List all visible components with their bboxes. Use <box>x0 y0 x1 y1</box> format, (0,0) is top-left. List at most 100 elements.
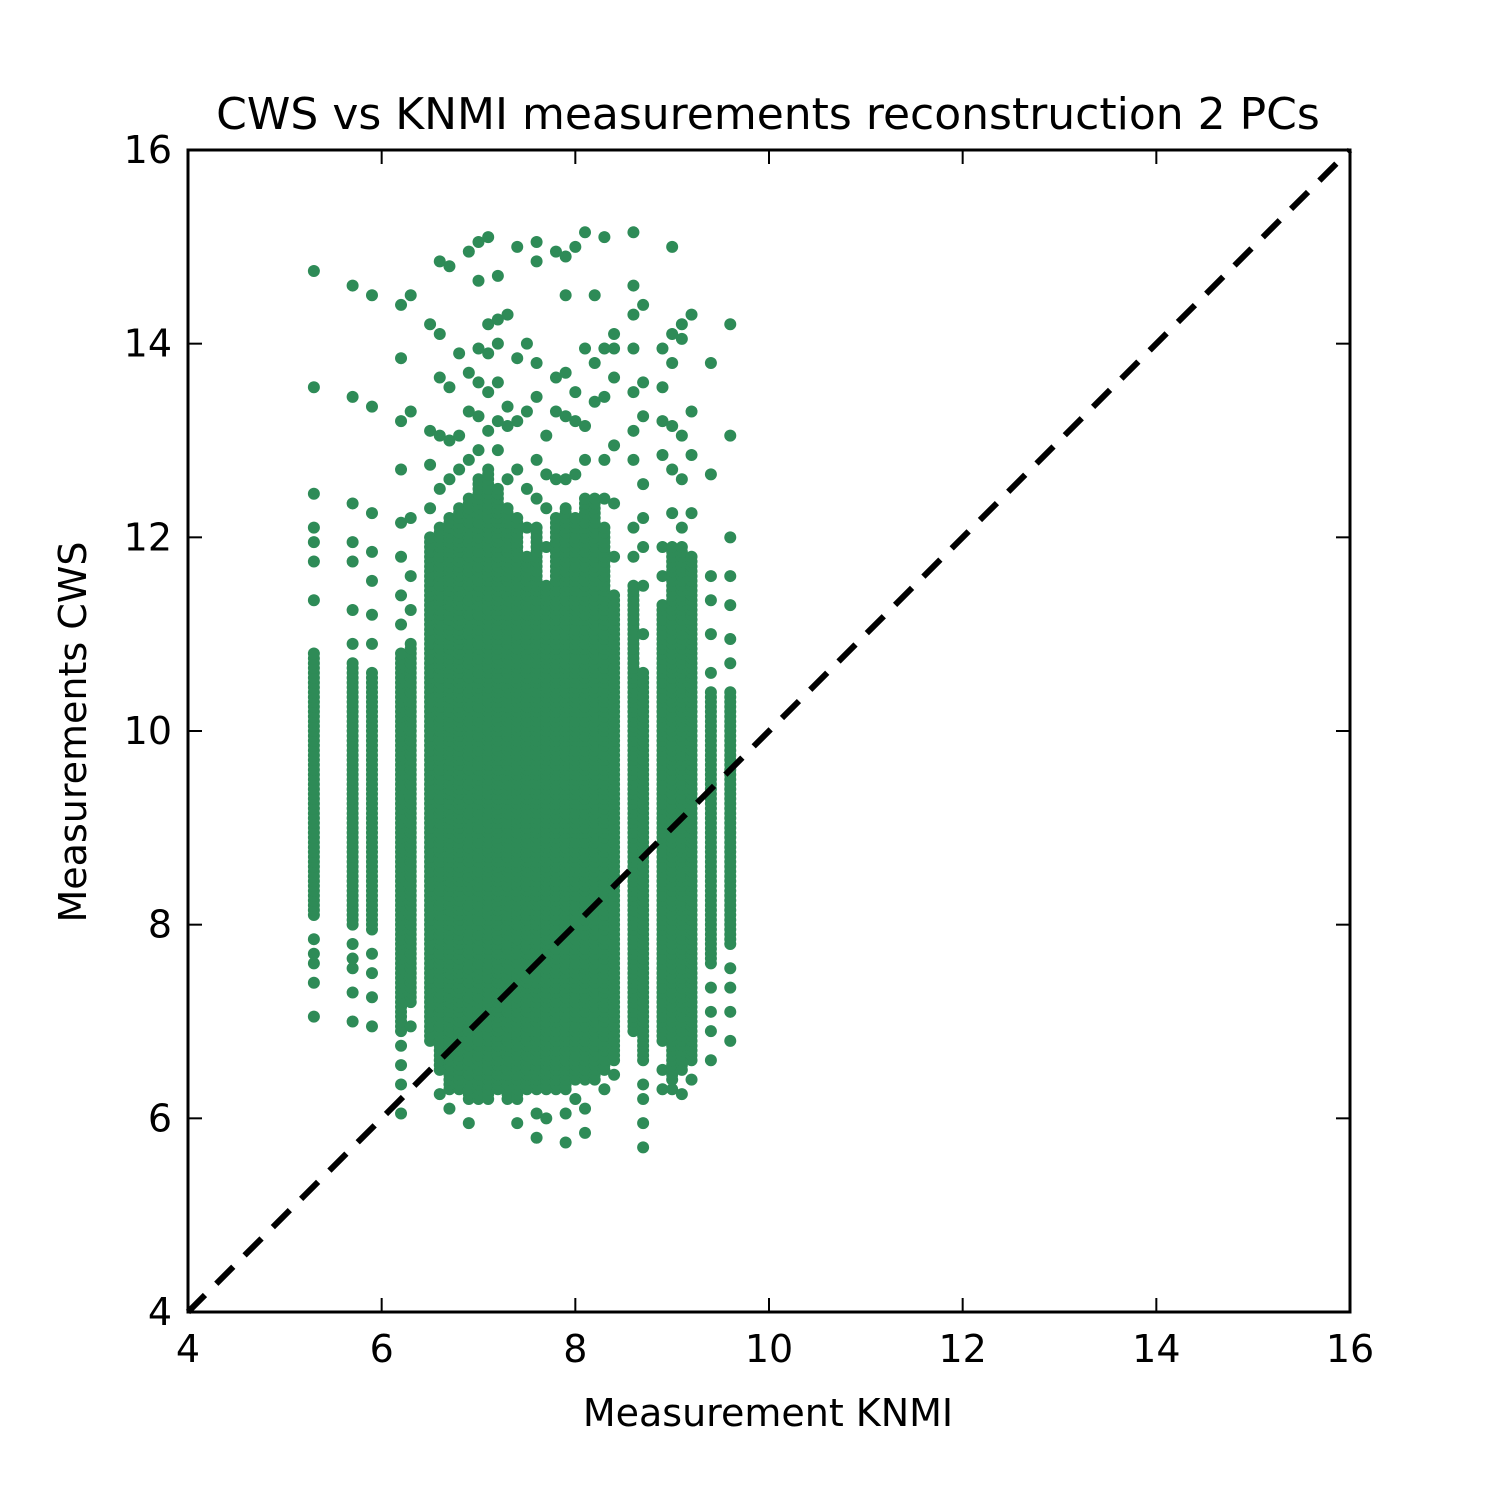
data-point <box>637 541 650 554</box>
data-point <box>462 405 475 418</box>
data-point <box>346 603 359 616</box>
data-point <box>472 274 485 287</box>
data-point <box>530 255 543 268</box>
data-point <box>637 298 650 311</box>
data-point <box>666 541 679 554</box>
data-point <box>685 550 698 563</box>
data-point <box>685 1073 698 1086</box>
data-point <box>608 589 621 602</box>
data-point <box>637 579 650 592</box>
data-point <box>530 235 543 248</box>
chart-title: CWS vs KNMI measurements reconstruction … <box>216 89 1320 140</box>
data-point <box>579 419 592 432</box>
y-axis-label: Measurements CWS <box>51 542 95 923</box>
data-point <box>395 589 408 602</box>
data-point <box>307 957 320 970</box>
data-point <box>704 468 717 481</box>
data-point <box>598 492 611 505</box>
data-point <box>549 511 562 524</box>
data-points <box>307 226 737 1154</box>
data-point <box>424 502 437 515</box>
data-point <box>627 386 640 399</box>
data-point <box>637 511 650 524</box>
data-point <box>559 502 572 515</box>
data-point <box>346 536 359 549</box>
data-point <box>472 410 485 423</box>
data-point <box>559 473 572 486</box>
data-point <box>443 511 456 524</box>
data-point <box>704 1025 717 1038</box>
data-point <box>588 492 601 505</box>
data-point <box>685 308 698 321</box>
data-point <box>608 342 621 355</box>
data-point <box>549 405 562 418</box>
y-tick-label: 10 <box>124 709 172 753</box>
data-point <box>656 599 669 612</box>
data-point <box>579 1126 592 1139</box>
data-point <box>637 628 650 641</box>
data-point <box>501 502 514 515</box>
data-point <box>656 381 669 394</box>
data-point <box>453 429 466 442</box>
data-point <box>395 1107 408 1120</box>
data-point <box>365 400 378 413</box>
data-point <box>598 231 611 244</box>
data-point <box>569 386 582 399</box>
data-point <box>579 492 592 505</box>
data-point <box>395 298 408 311</box>
data-point <box>598 390 611 403</box>
data-point <box>540 541 553 554</box>
data-point <box>491 482 504 495</box>
data-point <box>549 245 562 258</box>
data-point <box>530 521 543 534</box>
x-tick-label: 8 <box>563 1327 587 1371</box>
data-point <box>637 1117 650 1130</box>
data-point <box>482 463 495 476</box>
data-point <box>559 366 572 379</box>
data-point <box>365 545 378 558</box>
data-point <box>685 405 698 418</box>
data-point <box>501 400 514 413</box>
data-point <box>549 473 562 486</box>
data-point <box>365 574 378 587</box>
data-point <box>424 424 437 437</box>
data-point <box>675 1088 688 1101</box>
data-point <box>588 289 601 302</box>
data-point <box>724 318 737 331</box>
data-point <box>433 1088 446 1101</box>
data-point <box>395 463 408 476</box>
data-point <box>656 570 669 583</box>
data-point <box>569 1092 582 1105</box>
data-point <box>433 371 446 384</box>
data-point <box>395 1059 408 1072</box>
data-point <box>598 1083 611 1096</box>
data-point <box>656 415 669 428</box>
data-point <box>540 579 553 592</box>
y-tick-label: 8 <box>148 903 172 947</box>
data-point <box>346 390 359 403</box>
data-point <box>666 327 679 340</box>
data-point <box>365 1020 378 1033</box>
data-point <box>365 637 378 650</box>
data-point <box>511 352 524 365</box>
data-point <box>433 482 446 495</box>
data-point <box>608 497 621 510</box>
data-point <box>627 453 640 466</box>
data-point <box>520 482 533 495</box>
data-point <box>395 352 408 365</box>
data-point <box>462 366 475 379</box>
data-point <box>569 511 582 524</box>
data-point <box>656 541 669 554</box>
x-tick-label: 16 <box>1326 1327 1374 1371</box>
data-point <box>511 240 524 253</box>
reference-line <box>185 147 1353 1315</box>
data-point <box>491 376 504 389</box>
data-point <box>511 1117 524 1130</box>
data-point <box>395 1039 408 1052</box>
data-point <box>433 255 446 268</box>
data-point <box>404 603 417 616</box>
data-point <box>627 342 640 355</box>
data-point <box>627 521 640 534</box>
data-point <box>540 502 553 515</box>
data-point <box>462 453 475 466</box>
